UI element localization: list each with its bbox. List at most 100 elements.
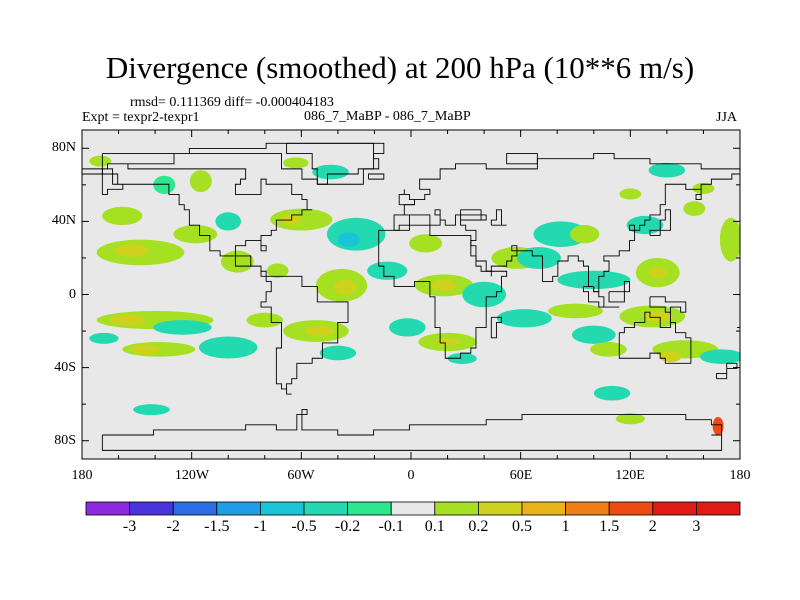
anomaly-patch — [337, 232, 360, 247]
anomaly-patch — [593, 385, 631, 401]
anomaly-patch — [189, 170, 212, 193]
colorbar-label: -2 — [166, 518, 180, 535]
anomaly-patch — [548, 303, 603, 319]
lon-tick-label: 60W — [287, 468, 315, 483]
experiment-label: Expt = texpr2-texpr1 — [82, 110, 200, 125]
anomaly-patch — [114, 244, 148, 258]
colorbar-label: 0.1 — [424, 518, 445, 535]
anomaly-patch — [692, 183, 715, 194]
anomaly-patch — [409, 234, 443, 253]
colorbar — [85, 501, 741, 516]
anomaly-patch — [659, 351, 682, 363]
anomaly-patch — [283, 157, 309, 169]
colorbar-box — [216, 501, 261, 516]
colorbar-label: -0.5 — [291, 518, 317, 535]
anomaly-patch — [89, 155, 112, 167]
anomaly-patch — [648, 267, 667, 279]
anomaly-patch — [619, 188, 642, 200]
colorbar-box — [652, 501, 697, 516]
colorbar-box — [259, 501, 305, 516]
colorbar-box — [172, 501, 218, 516]
stats-label: rmsd= 0.111369 diff= -0.000404183 — [130, 95, 334, 110]
lat-tick-label: 0 — [69, 287, 76, 302]
anomaly-patch — [279, 214, 302, 226]
runs-label: 086_7_MaBP - 086_7_MaBP — [304, 109, 471, 124]
coastline — [490, 209, 507, 226]
anomaly-patch — [326, 217, 386, 251]
anomaly-patch — [319, 345, 357, 361]
coastline — [101, 142, 385, 277]
coastline — [368, 173, 385, 180]
anomaly-patch — [367, 261, 408, 280]
anomaly-patch — [434, 338, 461, 346]
lon-tick-label: 180 — [71, 468, 93, 483]
coastline — [378, 224, 508, 359]
colorbar-label: -0.2 — [334, 518, 361, 535]
anomaly-patch — [131, 344, 161, 354]
colorbar-box — [85, 501, 130, 516]
colorbar-label: 0.2 — [468, 518, 489, 535]
anomaly-patch — [109, 314, 146, 326]
anomaly-patch — [447, 352, 477, 364]
anomaly-patch — [153, 320, 212, 335]
colorbar-label: -0.1 — [378, 518, 404, 535]
lon-tick-label: 60E — [509, 468, 533, 483]
anomaly-patch — [571, 325, 616, 344]
anomaly-patch — [153, 175, 176, 194]
coastline — [716, 362, 738, 380]
colorbar-box — [303, 501, 348, 516]
anomaly-patch — [246, 312, 284, 328]
tick-marks — [81, 130, 741, 459]
colorbar-box — [434, 501, 479, 516]
anomaly-patch — [304, 325, 335, 337]
anomaly-patch — [683, 201, 706, 216]
anomaly-patch — [557, 270, 631, 290]
colorbar-label: -1 — [253, 518, 268, 535]
anomaly-patch — [89, 332, 119, 344]
colorbar-box — [477, 501, 523, 516]
lon-tick-label: 0 — [407, 468, 415, 483]
anomaly-patch — [517, 246, 561, 269]
anomaly-patch — [173, 225, 218, 244]
season-label: JJA — [716, 110, 738, 125]
coastline — [82, 168, 103, 175]
coastline — [649, 296, 687, 313]
colorbar-box — [347, 501, 392, 516]
lon-tick-label: 120W — [174, 468, 210, 483]
map-background — [82, 130, 740, 459]
colorbar-label: 0.5 — [512, 518, 532, 535]
coastline — [260, 275, 349, 395]
colorbar-label: -3 — [122, 518, 137, 535]
coastline — [398, 189, 415, 206]
anomaly-patch — [699, 349, 740, 364]
coastline — [608, 281, 630, 303]
anomaly-patch — [389, 318, 426, 337]
coastline — [490, 316, 502, 339]
lat-tick-label: 80S — [54, 433, 76, 448]
anomaly-patch — [643, 310, 673, 322]
colorbar-label: 1.5 — [599, 518, 620, 535]
lat-tick-label: 80N — [51, 140, 76, 155]
anomaly-patch — [220, 250, 254, 273]
colorbar-box — [390, 501, 436, 516]
anomaly-patch — [215, 212, 242, 231]
lon-tick-label: 180 — [729, 468, 751, 483]
colorbar-box — [565, 501, 610, 516]
coastline — [101, 408, 723, 451]
coastline — [649, 209, 671, 236]
anomaly-patch — [133, 404, 170, 416]
anomaly-patch — [312, 164, 349, 180]
coastline — [460, 214, 487, 221]
anomaly-patch — [462, 281, 507, 308]
colorbar-label: 1 — [561, 518, 570, 535]
anomaly-patch — [266, 263, 289, 279]
anomaly-patch — [719, 217, 740, 262]
anomaly-patch — [102, 206, 143, 226]
map-title: Divergence (smoothed) at 200 hPa (10**6 … — [105, 50, 695, 85]
colorbar-label: 2 — [648, 518, 657, 535]
anomaly-patch — [496, 309, 552, 328]
anomaly-patch — [712, 416, 724, 436]
anomaly-patch — [198, 336, 258, 359]
anomaly-patch — [431, 279, 457, 291]
